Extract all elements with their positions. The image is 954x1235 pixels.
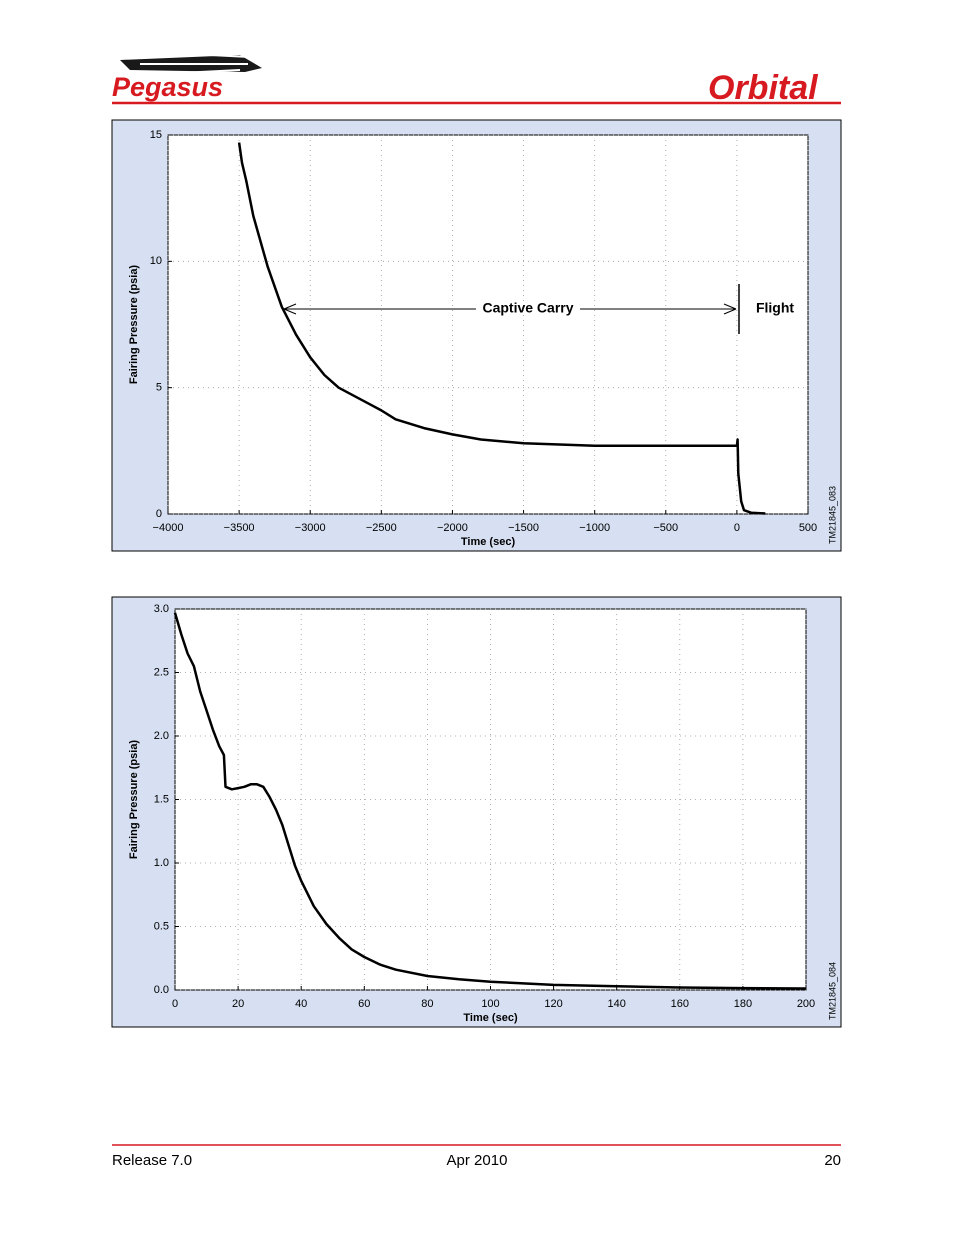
x-tick-label: 120 [544, 998, 562, 1010]
y-tick-label: 5 [156, 382, 162, 394]
figure-id: TM21845_083 [827, 486, 837, 544]
x-tick-label: 500 [799, 522, 817, 534]
y-tick-label: 2.0 [154, 730, 169, 742]
y-tick-label: 1.5 [154, 793, 169, 805]
x-tick-label: −4000 [153, 522, 184, 534]
x-tick-label: −500 [653, 522, 678, 534]
footer-date: Apr 2010 [447, 1152, 508, 1169]
x-tick-label: 0 [734, 522, 740, 534]
x-tick-label: 200 [797, 998, 815, 1010]
y-tick-label: 3.0 [154, 603, 169, 615]
y-tick-label: 2.5 [154, 666, 169, 678]
figure-id: TM21845_084 [827, 962, 837, 1020]
pegasus-logo: Pegasus [112, 51, 262, 102]
x-tick-label: 160 [671, 998, 689, 1010]
x-tick-label: −1000 [579, 522, 610, 534]
y-tick-label: 1.0 [154, 857, 169, 869]
captive-carry-arrow: Captive Carry Flight [283, 284, 794, 334]
logo-left: Pegasus [112, 72, 223, 102]
annotation: Flight [756, 300, 794, 316]
x-axis-label: Time (sec) [461, 536, 516, 548]
footer-release: Release 7.0 [112, 1152, 192, 1169]
x-tick-label: −2500 [366, 522, 397, 534]
y-tick-label: 0.5 [154, 920, 169, 932]
footer-page: 20 [824, 1152, 841, 1169]
arrow-head-left [283, 303, 297, 315]
x-tick-label: −3000 [295, 522, 326, 534]
data-line [173, 612, 807, 990]
plot-area [167, 134, 809, 515]
x-tick-label: 100 [481, 998, 499, 1010]
arrow-head-right [723, 303, 737, 315]
y-tick-label: 0.0 [154, 984, 169, 996]
x-tick-label: 40 [295, 998, 307, 1010]
y-tick-label: 0 [156, 508, 162, 520]
logo-right: Orbital [708, 69, 819, 107]
x-tick-label: 80 [421, 998, 433, 1010]
x-tick-label: 180 [734, 998, 752, 1010]
x-tick-label: −3500 [224, 522, 255, 534]
x-axis-label: Time (sec) [463, 1012, 518, 1024]
y-axis-label: Fairing Pressure (psia) [128, 265, 140, 385]
x-tick-label: −2000 [437, 522, 468, 534]
y-axis-label: Fairing Pressure (psia) [128, 740, 140, 860]
y-tick-label: 15 [150, 129, 162, 141]
data-line [237, 142, 766, 515]
x-tick-label: 60 [358, 998, 370, 1010]
logo-wing-stripes [140, 51, 251, 75]
x-tick-label: 0 [172, 998, 178, 1010]
x-tick-label: −1500 [508, 522, 539, 534]
x-tick-label: 140 [608, 998, 626, 1010]
x-tick-label: 20 [232, 998, 244, 1010]
annotation: Captive Carry [482, 300, 573, 316]
y-tick-label: 10 [150, 255, 162, 267]
